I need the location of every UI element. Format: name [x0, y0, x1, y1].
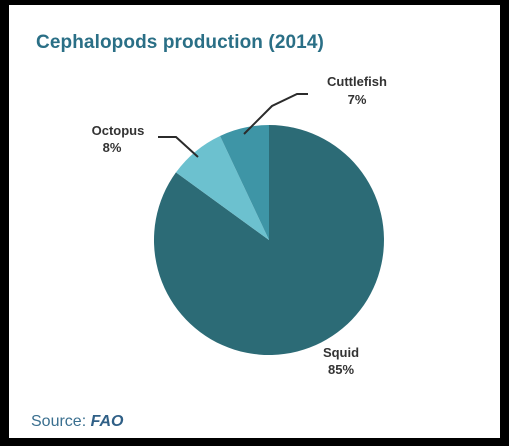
pie-slice-squid	[153, 125, 384, 355]
chart-title: Cephalopods production (2014)	[36, 32, 324, 53]
pie-slice-octopus	[175, 135, 269, 240]
slice-value-octopus: 8%	[103, 140, 122, 155]
slice-label-octopus: Octopus	[92, 123, 145, 138]
slice-label-squid: Squid	[323, 345, 359, 360]
source-note: Source: FAO	[31, 413, 123, 431]
slice-value-squid: 85%	[328, 362, 354, 377]
pie-slice-cuttlefish	[220, 125, 269, 240]
slice-value-cuttlefish: 7%	[348, 92, 367, 107]
source-prefix: Source	[31, 413, 82, 430]
leader-lines	[158, 93, 308, 158]
pie-slices	[153, 125, 384, 355]
source-colon: :	[81, 413, 91, 430]
leader-line-cuttlefish	[243, 93, 308, 135]
leader-line-octopus	[158, 136, 199, 158]
source-name: FAO	[90, 413, 124, 430]
slice-label-cuttlefish: Cuttlefish	[327, 74, 387, 89]
